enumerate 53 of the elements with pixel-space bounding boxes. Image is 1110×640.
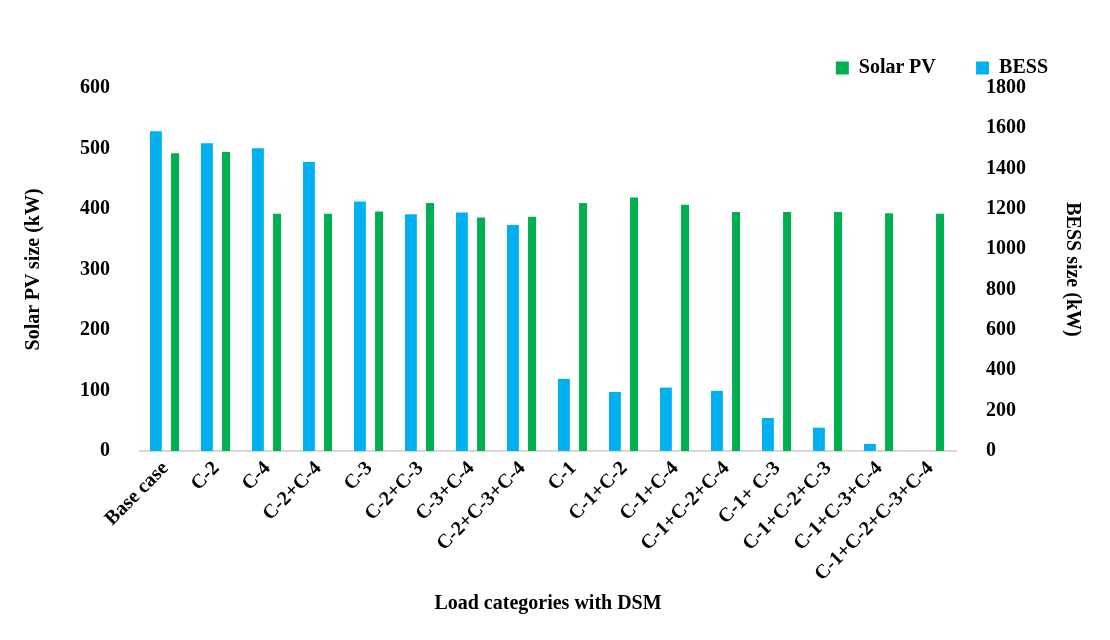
y-tick-label: 600 bbox=[80, 75, 110, 98]
y-tick-label: 100 bbox=[80, 377, 110, 400]
bar bbox=[528, 216, 537, 451]
bar bbox=[354, 201, 366, 451]
bar bbox=[273, 213, 282, 451]
bar bbox=[762, 418, 774, 451]
bar bbox=[375, 211, 384, 451]
y2-tick-label: 200 bbox=[986, 397, 1016, 420]
y2-tick-label: 1600 bbox=[986, 115, 1026, 138]
bar bbox=[507, 225, 519, 451]
legend-label: Solar PV bbox=[858, 55, 937, 78]
y-tick-label: 300 bbox=[80, 256, 110, 279]
y-axis-title: Solar PV size (kW) bbox=[21, 188, 45, 351]
y2-tick-label: 800 bbox=[986, 276, 1016, 299]
bar bbox=[222, 152, 231, 451]
bar bbox=[426, 202, 435, 451]
bar bbox=[405, 214, 417, 451]
y2-tick-label: 600 bbox=[986, 317, 1016, 340]
x-tick-label: C-2 bbox=[185, 456, 223, 494]
bar bbox=[303, 161, 315, 451]
bar bbox=[834, 211, 843, 451]
y2-tick-label: 400 bbox=[986, 357, 1016, 380]
bar bbox=[864, 444, 876, 451]
bar bbox=[477, 217, 486, 451]
bar bbox=[813, 427, 825, 451]
bar bbox=[150, 131, 162, 451]
y-tick-label: 500 bbox=[80, 135, 110, 158]
bar bbox=[732, 211, 741, 451]
bar bbox=[456, 212, 468, 451]
x-axis-title: Load categories with DSM bbox=[434, 591, 662, 615]
y2-tick-label: 1400 bbox=[986, 155, 1026, 178]
bar bbox=[201, 143, 213, 451]
bar bbox=[630, 197, 639, 451]
bar bbox=[579, 202, 588, 451]
bar bbox=[252, 148, 264, 451]
y2-tick-label: 1800 bbox=[986, 75, 1026, 98]
y2-axis-title: BESS size (kW) bbox=[1061, 202, 1085, 337]
y2-tick-label: 1000 bbox=[986, 236, 1026, 259]
bar bbox=[783, 211, 792, 451]
bar bbox=[558, 378, 570, 451]
legend-label: BESS bbox=[999, 55, 1049, 78]
y2-tick-label: 0 bbox=[986, 438, 996, 461]
bar bbox=[660, 387, 672, 451]
y2-tick-label: 1200 bbox=[986, 196, 1026, 219]
bar bbox=[681, 204, 690, 451]
bar bbox=[171, 153, 180, 451]
bar bbox=[936, 213, 945, 451]
bar bbox=[324, 213, 333, 451]
bar bbox=[885, 213, 894, 451]
y-tick-label: 200 bbox=[80, 317, 110, 340]
y-tick-label: 400 bbox=[80, 196, 110, 219]
bar bbox=[711, 390, 723, 451]
bar bbox=[609, 392, 621, 451]
